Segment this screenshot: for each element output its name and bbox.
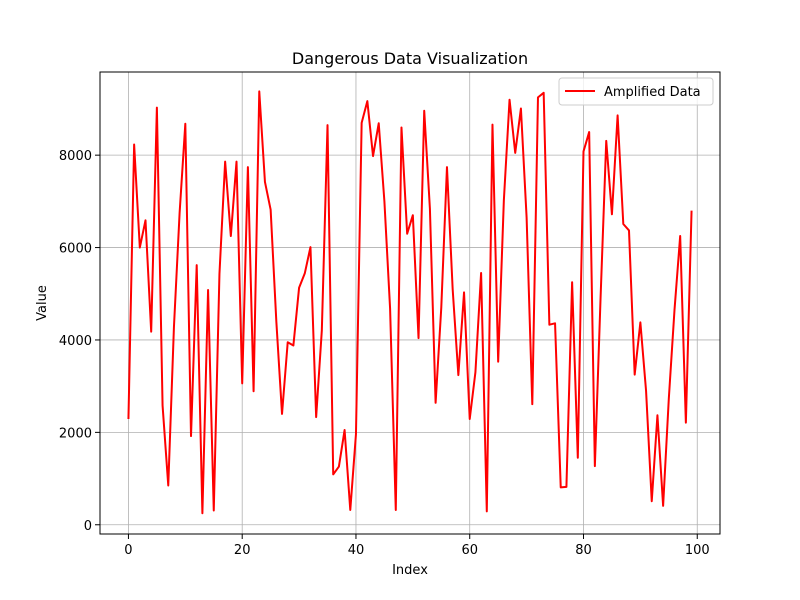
x-tick-label: 100	[685, 543, 710, 558]
legend: Amplified Data	[558, 77, 714, 106]
line-layer	[127, 90, 693, 515]
x-tick-label: 40	[348, 543, 365, 558]
x-axis-label: Index	[392, 563, 428, 578]
y-tick-label: 4000	[59, 334, 92, 349]
chart-title: Dangerous Data Visualization	[292, 49, 528, 68]
y-tick-label: 0	[84, 519, 92, 534]
x-tick-label: 20	[234, 543, 251, 558]
legend-label: Amplified Data	[604, 85, 701, 100]
series-line	[127, 90, 693, 515]
x-tick-label: 0	[124, 543, 132, 558]
grid-layer	[100, 72, 720, 534]
plot-frame	[99, 71, 721, 535]
y-tick-label: 6000	[59, 242, 92, 257]
x-tick-label: 80	[575, 543, 592, 558]
y-tick-label: 2000	[59, 426, 92, 441]
y-axis-label: Value	[35, 285, 50, 321]
y-tick-label: 8000	[59, 149, 92, 164]
tick-layer: 0 20 40 60 80 100 0 2000 4000 6000 8000	[59, 149, 710, 558]
x-tick-label: 60	[461, 543, 478, 558]
legend-box	[558, 77, 714, 106]
